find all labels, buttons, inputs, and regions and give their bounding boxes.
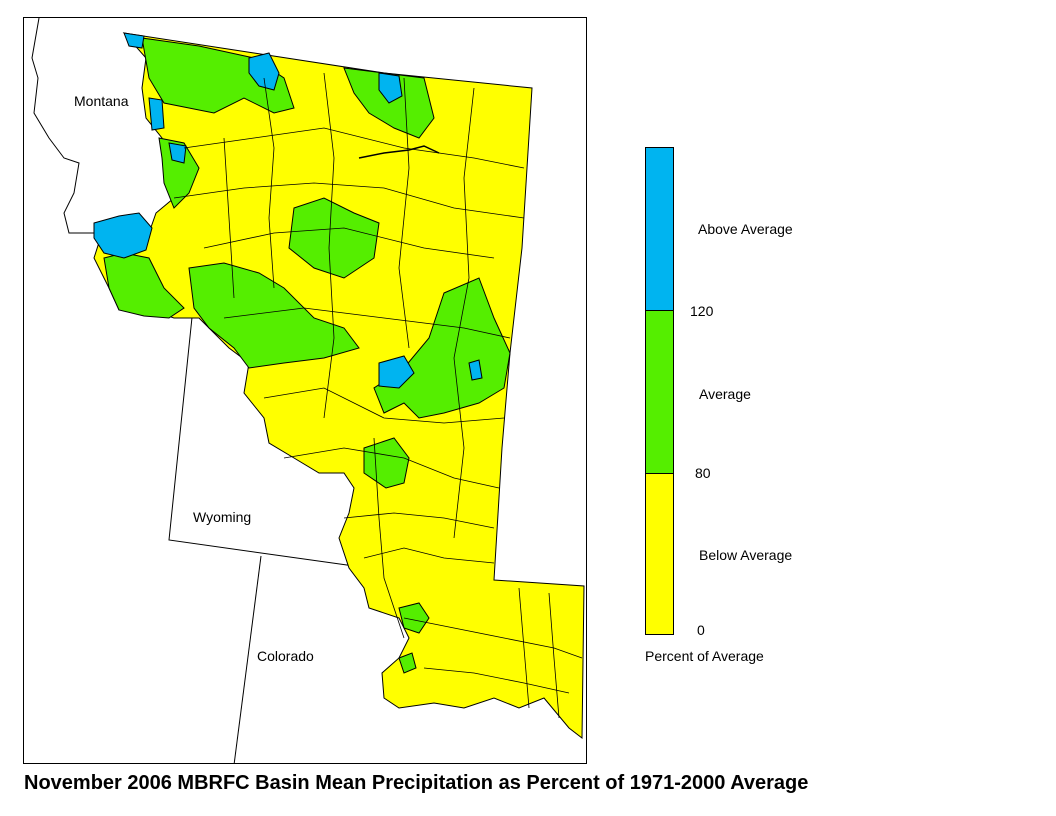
wyoming-border xyxy=(168,297,355,567)
basin-average-middle-belt xyxy=(188,262,360,369)
average-basins xyxy=(103,37,511,674)
basin-above-east-1 xyxy=(378,355,415,389)
above-average-basins xyxy=(93,32,483,389)
rivers xyxy=(358,145,440,159)
basin-above-west-head xyxy=(93,212,153,259)
basin-map xyxy=(31,18,585,763)
basin-above-east-2 xyxy=(468,359,483,381)
state-label-wyoming: Wyoming xyxy=(193,509,252,525)
legend-title: Percent of Average xyxy=(645,648,764,664)
state-boundaries xyxy=(31,18,355,763)
basin-above-north-tip xyxy=(123,32,145,49)
legend-break-120: 120 xyxy=(690,303,714,319)
legend-swatch-above-average xyxy=(645,147,674,311)
basin-average-south-small xyxy=(398,652,417,674)
legend-label-above-average: Above Average xyxy=(698,221,793,237)
colorado-border xyxy=(233,555,262,763)
basin-average-northwest-strip xyxy=(158,137,200,209)
basin-average-central xyxy=(288,197,380,279)
legend-break-80: 80 xyxy=(695,465,711,481)
montana-west-border xyxy=(31,18,94,234)
basin-region-below-average xyxy=(93,32,585,740)
map-frame: Montana Wyoming Colorado xyxy=(23,17,587,764)
state-label-colorado: Colorado xyxy=(257,648,314,664)
basin-above-lake-1 xyxy=(248,52,280,91)
basin-above-west-strip-2 xyxy=(168,142,187,164)
state-label-montana: Montana xyxy=(74,93,129,109)
legend-label-average: Average xyxy=(699,386,751,402)
map-title: November 2006 MBRFC Basin Mean Precipita… xyxy=(24,772,809,794)
sub-basin-lines xyxy=(173,72,583,719)
basin-average-south xyxy=(363,437,410,489)
basin-average-west xyxy=(103,252,185,319)
basin-average-north xyxy=(141,37,295,114)
legend-label-below-average: Below Average xyxy=(699,547,793,563)
legend-swatch-below-average xyxy=(645,473,674,635)
legend-swatch-average xyxy=(645,310,674,474)
basin-above-west-strip-1 xyxy=(148,97,165,131)
legend-break-0: 0 xyxy=(697,622,705,638)
basin-above-lake-2 xyxy=(378,72,403,104)
basin-average-far-south xyxy=(398,602,430,634)
